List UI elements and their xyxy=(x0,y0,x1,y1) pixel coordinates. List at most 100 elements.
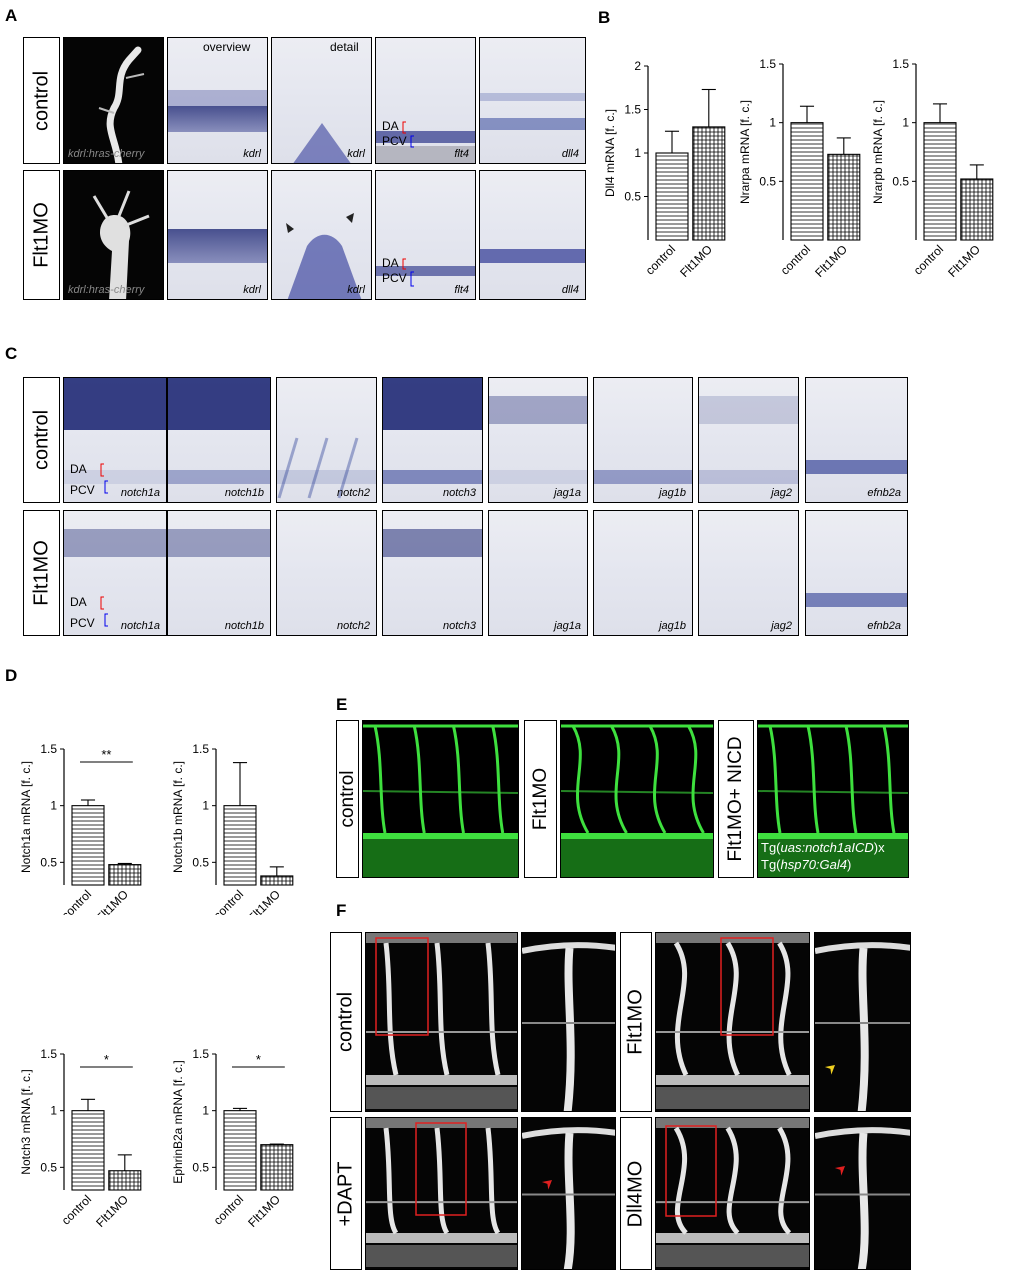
gene-label: notch2 xyxy=(336,487,370,499)
row-label-f-dapt: +DAPT xyxy=(330,1117,362,1270)
arrowhead-icon xyxy=(286,223,294,233)
image-f-dapt-zoom xyxy=(521,1117,616,1270)
category-label: control xyxy=(211,1192,246,1227)
arrowhead-icon xyxy=(834,1166,845,1176)
gene-label: jag2 xyxy=(771,620,792,632)
image-c-control-notch3: notch3 xyxy=(382,377,483,503)
image-c-control-jag2: jag2 xyxy=(698,377,799,503)
label-a-r2-c3: kdrl xyxy=(347,284,365,296)
panel-label-a: A xyxy=(5,6,18,25)
image-f-control xyxy=(365,932,518,1112)
tick-label: 0.5 xyxy=(624,190,641,204)
tick-label: 0.5 xyxy=(192,1160,209,1174)
chart-notch1b: Notch1b mRNA [f. c.] 0.5 1 1.5 control Flt1MO xyxy=(171,742,294,915)
tick-label: 1 xyxy=(50,1104,57,1118)
image-a-control-overview: overview kdrl xyxy=(167,37,268,164)
category-label: Flt1MO xyxy=(245,1192,283,1230)
gene-label: notch3 xyxy=(442,620,476,632)
bar-flt1mo xyxy=(260,875,294,886)
tick-label: 1 xyxy=(769,116,776,130)
bar-flt1mo xyxy=(260,1144,294,1191)
axis-label-y: Notch3 mRNA [f. c.] xyxy=(19,1069,33,1174)
tick-label: 0.5 xyxy=(40,855,57,869)
bar-flt1mo xyxy=(108,864,142,886)
image-c-flt1mo-jag2: jag2 xyxy=(698,510,799,636)
category-label: control xyxy=(778,242,813,277)
image-c-control-notch1a: DA PCV notch1a xyxy=(63,377,167,503)
image-c-flt1mo-notch1a: DA PCV notch1a xyxy=(63,510,167,636)
row-label-e-control: control xyxy=(336,720,359,878)
panel-label-e: E xyxy=(336,695,348,714)
image-a-control-dll4: dll4 xyxy=(479,37,586,164)
label-da-a1: DA xyxy=(382,119,399,133)
panel-label-f: F xyxy=(336,901,347,920)
panel-label-c: C xyxy=(5,344,18,363)
bar-flt1mo xyxy=(108,1170,142,1191)
label-pcv-a2: PCV xyxy=(382,271,407,285)
arrowhead-icon xyxy=(541,1180,552,1190)
tick-label: 1 xyxy=(202,799,209,813)
row-label-flt1mo-c: Flt1MO xyxy=(23,510,60,636)
tick-label: 1 xyxy=(202,1104,209,1118)
label-pcv-c1: PCV xyxy=(70,616,95,630)
label-a-r2-c5: dll4 xyxy=(561,284,579,296)
tick-label: 1.5 xyxy=(40,742,57,756)
bar-control xyxy=(223,1110,257,1191)
image-c-flt1mo-notch1b: notch1b xyxy=(167,510,271,636)
bar-control xyxy=(655,152,689,241)
category-label: control xyxy=(911,242,946,277)
tick-label: 1.5 xyxy=(192,1047,209,1061)
row-label-control-a: control xyxy=(23,37,60,164)
vessel-sprout xyxy=(98,46,145,163)
image-c-control-efnb2a: efnb2a xyxy=(805,377,908,503)
gene-label: jag1a xyxy=(554,487,581,499)
image-f-dapt xyxy=(365,1117,518,1270)
label-a-r2-c4: flt4 xyxy=(454,284,469,296)
row-label-f-control: control xyxy=(330,932,362,1112)
gene-label: notch1b xyxy=(224,620,264,632)
significance-label: ** xyxy=(101,747,111,762)
axis-label-y: EphrinB2a mRNA [f. c.] xyxy=(171,1060,185,1183)
bar-control xyxy=(923,122,957,241)
axis-label-y: Nrarpa mRNA [f. c.] xyxy=(738,100,752,204)
panel-label-b: B xyxy=(598,8,611,27)
image-e-control xyxy=(362,720,519,878)
label-a-r1-c1: kdrl:hras-cherry xyxy=(68,148,145,160)
label-a-r1-c3: kdrl xyxy=(347,148,365,160)
chart-dll4: Dll4 mRNA [f. c.] 0.5 1 1.5 2 control Flt1MO xyxy=(603,59,726,280)
gene-label: notch1a xyxy=(120,487,160,499)
zoom-box xyxy=(415,1122,467,1216)
category-label: control xyxy=(59,887,94,915)
gene-label: notch3 xyxy=(442,487,476,499)
zoom-box xyxy=(720,937,774,1036)
tick-label: 1.5 xyxy=(624,103,641,117)
image-a-control-detail: detail kdrl xyxy=(271,37,372,164)
image-a-flt1mo-overview: kdrl xyxy=(167,170,268,300)
category-label: Flt1MO xyxy=(93,1192,131,1230)
gene-label: notch1b xyxy=(224,487,264,499)
category-label: Flt1MO xyxy=(245,887,283,915)
transgene-label: Tg(uas:notch1aICD)x Tg(hsp70:Gal4) xyxy=(761,840,885,872)
significance-label: * xyxy=(104,1052,109,1067)
tick-label: 0.5 xyxy=(759,174,776,188)
image-a-flt1mo-detail: kdrl xyxy=(271,170,372,300)
tick-label: 1 xyxy=(50,799,57,813)
significance-label: * xyxy=(256,1052,261,1067)
label-da-a2: DA xyxy=(382,256,399,270)
image-a-control-flt4: DA PCV flt4 xyxy=(375,37,476,164)
axis-label-y: Notch1a mRNA [f. c.] xyxy=(19,761,33,873)
gene-label: jag1b xyxy=(659,487,686,499)
image-c-flt1mo-jag1b: jag1b xyxy=(593,510,693,636)
label-da-c0: DA xyxy=(70,462,87,476)
image-c-flt1mo-jag1a: jag1a xyxy=(488,510,588,636)
chart-ephrinb2a: EphrinB2a mRNA [f. c.] 0.5 1 1.5 control Flt1… xyxy=(171,1047,294,1230)
tick-label: 1.5 xyxy=(40,1047,57,1061)
bar-flt1mo xyxy=(692,126,726,241)
image-e-nicd: Tg(uas:notch1aICD)x Tg(hsp70:Gal4) xyxy=(757,720,909,878)
category-label: control xyxy=(643,242,678,277)
tick-label: 2 xyxy=(634,59,641,73)
label-pcv-a1: PCV xyxy=(382,134,407,148)
category-label: Flt1MO xyxy=(945,242,983,280)
label-a-r2-c1: kdrl:hras-cherry xyxy=(68,284,145,296)
image-a-control-cherry: kdrl:hras-cherry xyxy=(63,37,164,164)
